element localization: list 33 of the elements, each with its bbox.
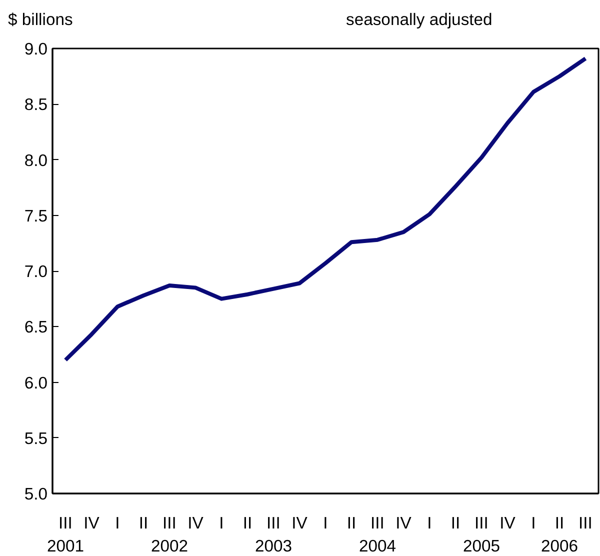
x-tick-label: II (138, 514, 148, 532)
x-tick-label: III 2005 (462, 514, 500, 556)
line-series (64, 56, 588, 362)
x-tick-label: I (323, 514, 328, 532)
y-tick-label: 8.5 (24, 95, 48, 114)
y-tick-label: 6.0 (24, 373, 48, 392)
x-tick-label: I (531, 514, 536, 532)
x-tick-label: I (115, 514, 120, 532)
y-tick-label: 9.0 (24, 40, 48, 58)
x-tick-label: III (578, 514, 592, 532)
x-tick-label: III 2002 (150, 514, 188, 556)
x-tick-label: II (242, 514, 252, 532)
y-axis-title: $ billions (8, 9, 73, 31)
x-tick-label: I (219, 514, 224, 532)
x-tick-label: II 2006 (540, 514, 578, 556)
x-tick-label: IV (396, 514, 412, 532)
y-tick-label: 8.0 (24, 150, 48, 170)
x-tick-label: IV (292, 514, 308, 532)
x-tick-label: III 2001 (46, 514, 84, 556)
y-tick-label: 5.0 (24, 484, 48, 504)
x-tick-label: IV (188, 514, 204, 532)
y-tick-label: 5.5 (24, 428, 48, 448)
y-tick-label: 6.5 (24, 318, 48, 337)
x-tick-label: IV (500, 514, 516, 532)
x-tick-label: II (346, 514, 356, 532)
y-tick-label: 7.5 (24, 206, 48, 226)
x-tick-label: III 2004 (358, 514, 396, 556)
chart-subtitle: seasonally adjusted (346, 9, 492, 31)
x-tick-label: II (450, 514, 460, 532)
x-tick-label: I (427, 514, 432, 532)
y-tick-label: 7.0 (24, 262, 48, 281)
x-tick-label: IV (84, 514, 100, 532)
x-tick-label: III 2003 (254, 514, 292, 556)
